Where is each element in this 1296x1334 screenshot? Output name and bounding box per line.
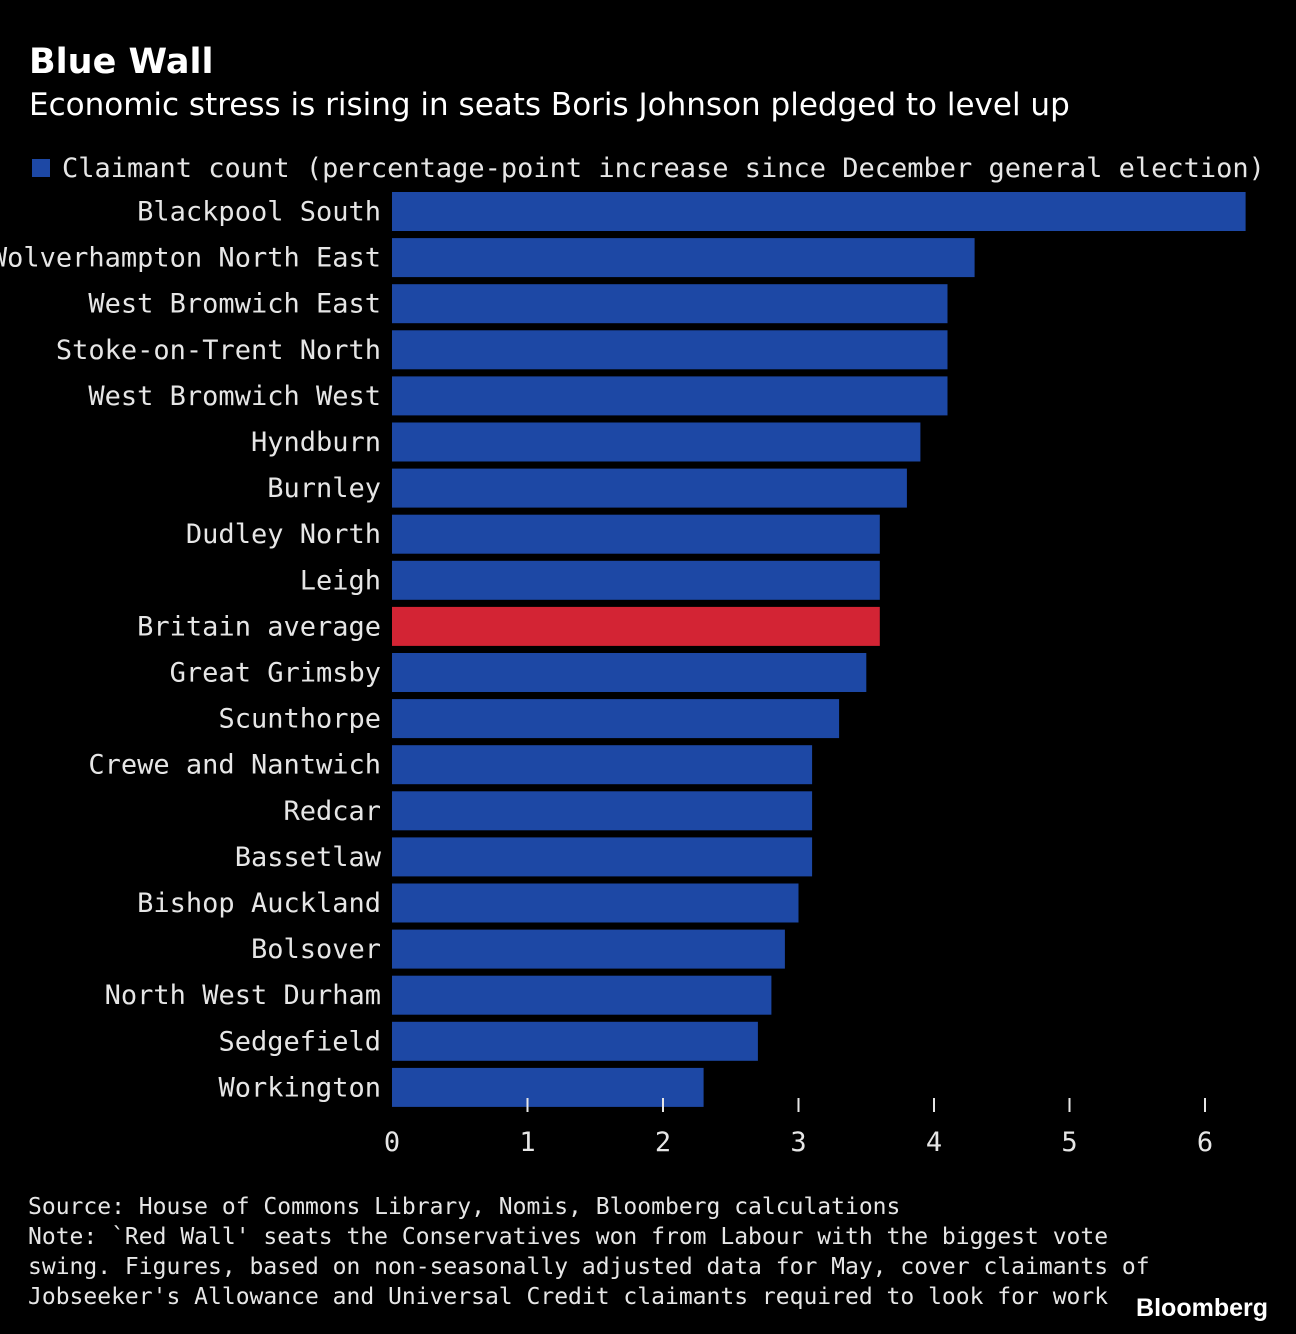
bar [392, 468, 907, 508]
bar [392, 1067, 704, 1107]
category-label: Wolverhampton North East [0, 243, 381, 274]
category-label: Bishop Auckland [137, 888, 381, 919]
bloomberg-logo: Bloomberg [1136, 1294, 1268, 1322]
note-line: Jobseeker's Allowance and Universal Cred… [28, 1284, 1109, 1310]
legend-label: Claimant count (percentage-point increas… [62, 152, 1265, 184]
source-note: Source: House of Commons Library, Nomis,… [28, 1194, 901, 1220]
x-tick-label: 1 [519, 1127, 535, 1158]
bar [392, 238, 975, 278]
bar [392, 514, 880, 554]
category-label: Burnley [267, 473, 381, 504]
legend: Claimant count (percentage-point increas… [32, 152, 1265, 184]
x-tick-label: 5 [1061, 1127, 1077, 1158]
x-tick-label: 3 [790, 1127, 806, 1158]
category-label: Sedgefield [218, 1026, 381, 1057]
bar-highlight [392, 606, 880, 646]
category-label: Leigh [300, 565, 381, 596]
bar [392, 284, 948, 324]
note-line: Note: `Red Wall' seats the Conservatives… [28, 1224, 1109, 1250]
category-label: West Bromwich East [88, 289, 381, 320]
category-label: North West Durham [105, 980, 381, 1011]
chart-subtitle: Economic stress is rising in seats Boris… [29, 87, 1070, 123]
bar [392, 1021, 758, 1061]
chart-notes: Source: House of Commons Library, Nomis,… [28, 1192, 1150, 1312]
category-label: Stoke-on-Trent North [56, 335, 381, 366]
bars [392, 192, 1246, 1107]
category-label: Great Grimsby [170, 658, 381, 689]
x-tick-label: 0 [384, 1127, 400, 1158]
bar [392, 791, 813, 831]
category-label: Workington [218, 1072, 381, 1103]
category-labels: Blackpool South Wolverhampton North East W… [0, 197, 382, 1104]
bar [392, 837, 813, 877]
bar [392, 745, 813, 785]
bar-chart: Blackpool South Wolverhampton North East W… [0, 192, 1246, 1158]
category-label: Blackpool South [137, 197, 381, 228]
category-label: Hyndburn [251, 427, 381, 458]
bar [392, 975, 772, 1015]
category-label: Scunthorpe [218, 704, 381, 735]
category-label: Dudley North [186, 519, 381, 550]
bar [392, 883, 799, 923]
x-axis: 0 1 2 3 4 5 6 [384, 1098, 1213, 1158]
x-tick-label: 4 [926, 1127, 942, 1158]
category-label: Crewe and Nantwich [88, 750, 381, 781]
bar [392, 560, 880, 600]
x-tick-label: 2 [655, 1127, 671, 1158]
bar [392, 699, 840, 739]
category-label: Bassetlaw [235, 842, 382, 873]
chart-title: Blue Wall [29, 42, 214, 82]
bar [392, 929, 785, 969]
note-line: swing. Figures, based on non-seasonally … [28, 1254, 1150, 1280]
legend-swatch [32, 159, 50, 177]
bar [392, 192, 1246, 231]
x-tick-label: 6 [1197, 1127, 1213, 1158]
bar [392, 330, 948, 370]
category-label: Redcar [283, 796, 381, 827]
bar [392, 653, 867, 692]
category-label: Britain average [137, 611, 381, 642]
category-label: West Bromwich West [88, 381, 381, 412]
category-label: Bolsover [251, 934, 381, 965]
bar [392, 422, 921, 462]
bar [392, 376, 948, 416]
